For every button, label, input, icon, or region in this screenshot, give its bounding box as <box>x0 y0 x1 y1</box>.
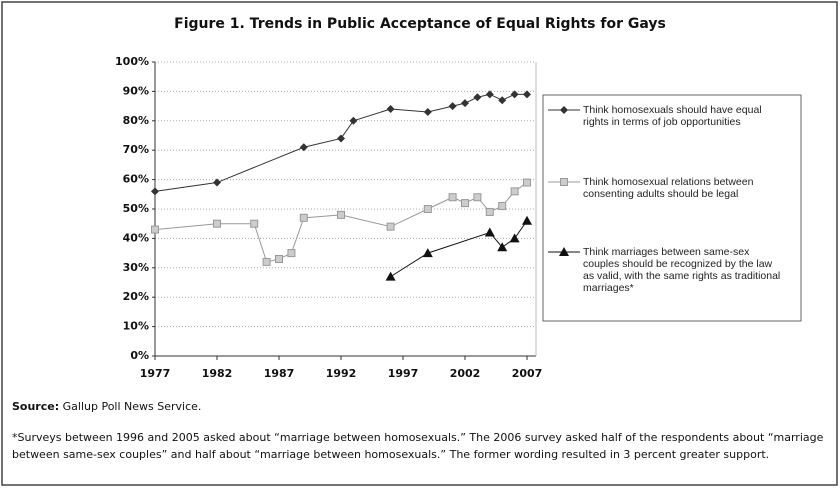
y-tick-label: 0% <box>130 349 149 362</box>
legend-box <box>542 94 802 322</box>
source-label: Source: <box>12 400 60 413</box>
marker <box>151 187 159 196</box>
y-tick-label: 10% <box>123 320 149 333</box>
marker <box>461 99 469 108</box>
marker <box>461 199 469 208</box>
marker <box>262 257 271 266</box>
series-line <box>154 182 528 263</box>
marker <box>498 96 507 105</box>
y-tick-label: 20% <box>123 290 149 303</box>
marker <box>423 205 432 213</box>
y-tick-label: 100% <box>115 55 149 68</box>
marker <box>448 102 457 111</box>
marker <box>337 210 345 219</box>
x-tick-label: 2002 <box>450 367 481 380</box>
marker <box>510 90 519 99</box>
marker <box>523 178 531 187</box>
marker <box>473 193 482 202</box>
x-tick-label: 1997 <box>388 367 419 380</box>
x-tick-label: 2007 <box>512 367 543 380</box>
marker <box>485 207 494 216</box>
marker <box>522 215 532 225</box>
marker <box>151 225 159 234</box>
legend-marker <box>560 178 568 186</box>
marker <box>275 254 283 263</box>
series-line <box>154 93 527 192</box>
marker <box>213 178 221 187</box>
legend-label: Think homosexuals should have equal righ… <box>583 104 762 128</box>
marker <box>337 134 345 143</box>
footnote: *Surveys between 1996 and 2005 asked abo… <box>12 431 824 461</box>
source-text: Gallup Poll News Service. <box>62 400 202 413</box>
marker <box>385 271 396 281</box>
y-tick-label: 90% <box>123 84 149 97</box>
legend-marker <box>559 247 569 256</box>
marker <box>386 222 395 231</box>
x-tick-label: 1977 <box>140 367 171 380</box>
y-tick-label: 70% <box>123 143 149 156</box>
marker <box>510 187 519 196</box>
marker <box>484 227 495 237</box>
source: Source: Gallup Poll News Service. <box>12 400 201 413</box>
marker <box>349 116 358 125</box>
marker <box>473 93 482 102</box>
marker <box>299 213 308 222</box>
marker <box>287 249 296 258</box>
marker <box>498 202 507 211</box>
x-tick-label: 1992 <box>326 367 357 380</box>
marker <box>213 219 221 228</box>
y-tick-label: 40% <box>123 231 149 244</box>
y-tick-label: 80% <box>123 114 149 127</box>
y-tick-label: 50% <box>123 202 149 215</box>
marker <box>485 90 494 99</box>
legend-label: Think marriages between same-sex couples… <box>583 246 781 294</box>
legend-marker <box>560 106 568 114</box>
series-line <box>390 220 528 278</box>
marker <box>509 233 520 243</box>
marker <box>448 193 457 202</box>
x-tick-label: 1982 <box>202 367 233 380</box>
x-tick-label: 1987 <box>264 367 295 380</box>
chart-title: Figure 1. Trends in Public Acceptance of… <box>174 16 666 32</box>
marker <box>386 105 395 114</box>
marker <box>422 248 433 258</box>
marker <box>497 242 508 252</box>
y-tick-label: 30% <box>123 261 149 274</box>
marker <box>423 107 432 116</box>
marker <box>523 90 531 99</box>
marker <box>250 219 259 228</box>
y-tick-label: 60% <box>123 173 149 186</box>
marker <box>299 143 308 152</box>
legend-label: Think homosexual relations between conse… <box>583 176 754 200</box>
